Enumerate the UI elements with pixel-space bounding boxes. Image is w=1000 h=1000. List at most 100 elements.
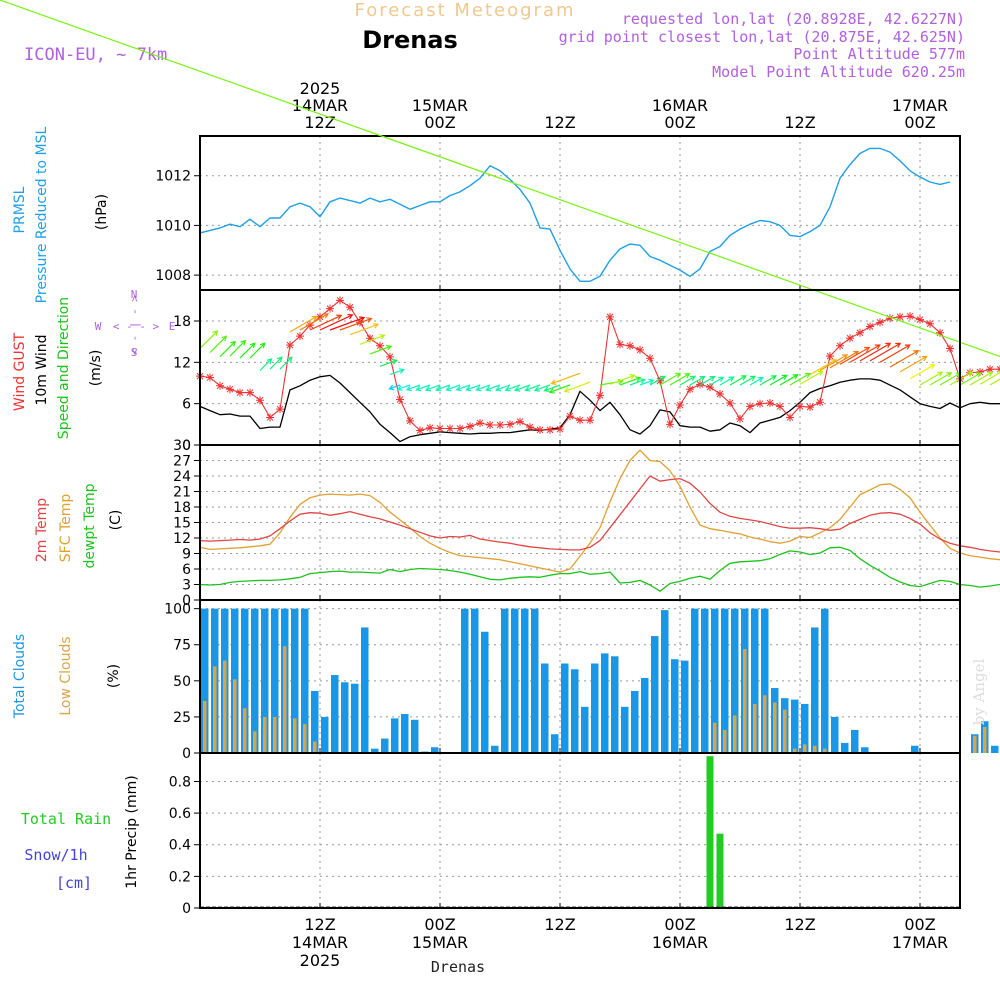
total-clouds-bar [541, 663, 549, 753]
y-tick-label: 1008 [155, 268, 191, 284]
compass-e: E [169, 320, 176, 333]
gust-marker [916, 315, 924, 324]
gust-marker [506, 420, 514, 429]
total-clouds-bar [761, 608, 769, 753]
y-tick-label: 50 [173, 674, 191, 690]
wind-direction-arrow [525, 384, 541, 391]
gust-label: Wind GUST [12, 332, 28, 411]
wind-direction-arrow [551, 372, 581, 385]
wind-arrow-head [921, 355, 928, 362]
total-clouds-bar [411, 719, 419, 753]
top-time-label: 12Z [544, 113, 575, 132]
total-clouds-bar [801, 703, 809, 753]
wind-direction-arrow [446, 384, 461, 391]
bottom-time-label: 12Z [784, 915, 815, 934]
y-tick-label: 21 [173, 485, 191, 501]
total-clouds-bar [601, 653, 609, 753]
wind-direction-arrow [629, 379, 645, 386]
top-time-label: 16MAR [652, 96, 708, 115]
temp-2m-line [199, 475, 1000, 553]
panel-frame [199, 135, 961, 291]
title: Drenas [362, 26, 458, 54]
wind-direction-arrow [319, 314, 353, 331]
top-time-label: 00Z [904, 113, 935, 132]
y-tick-label: 12 [173, 531, 191, 547]
total-clouds-bar [591, 663, 599, 753]
low-clouds-bar [783, 709, 787, 753]
wind-direction-arrow [496, 384, 511, 391]
wind-arrow-head [913, 350, 920, 356]
gust-marker [266, 413, 274, 422]
wind-compass: N < - | - > S W < - - > E [95, 288, 176, 359]
total-clouds-bar [531, 608, 539, 753]
total-clouds-bar [651, 636, 659, 753]
wind-direction-arrow [609, 374, 635, 385]
wind-arrow-head [221, 335, 228, 342]
wind-direction-arrow [466, 384, 481, 391]
low-clouds-bar [753, 703, 757, 753]
wind-direction-arrow [389, 369, 404, 376]
wind-direction-arrow [749, 377, 764, 386]
top-time-label: 12Z [784, 113, 815, 132]
wind-arrow-head [770, 375, 777, 381]
y-tick-label: 1012 [155, 169, 191, 185]
y-tick-label: 1010 [155, 218, 191, 234]
wind-arrow-head [689, 375, 697, 381]
low-clouds-bar [773, 702, 777, 753]
wind-direction-arrow [289, 315, 317, 333]
bottom-time-label: 16MAR [652, 933, 708, 952]
gust-marker [246, 388, 254, 397]
wind-ylabel: Wind GUST 10m Wind Speed and Direction (… [12, 297, 104, 439]
wind-arrow-head [259, 342, 266, 349]
wind-arrow-head [311, 315, 318, 322]
wind-direction-arrow [379, 359, 397, 367]
gust-marker [626, 341, 634, 350]
wind-direction-arrow [339, 318, 372, 331]
point-altitude: Point Altitude 577m [793, 45, 965, 63]
wind-direction-arrow [456, 384, 471, 391]
wind-arrow-head [635, 376, 642, 382]
wind-direction-arrow [239, 342, 256, 359]
wind-direction-arrow [899, 355, 927, 373]
y-tick-label: 0.2 [169, 869, 191, 885]
low-clouds-label: Low Clouds [58, 636, 74, 715]
wind-direction-arrow [829, 351, 859, 369]
gust-marker [336, 296, 344, 305]
grid-point-coords: grid point closest lon,lat (20.875E, 42.… [559, 28, 965, 46]
gust-marker [706, 383, 714, 392]
gust-marker [756, 399, 764, 408]
gust-marker [316, 312, 324, 321]
clouds-ylabel: Total Clouds Low Clouds (%) [12, 634, 122, 719]
sfc-label: SFC Temp [58, 494, 74, 563]
gust-marker [346, 303, 354, 312]
gust-marker [806, 403, 814, 412]
gust-marker [216, 381, 224, 390]
rain-bar [716, 833, 724, 908]
low-clouds-bar [243, 708, 247, 753]
wind-direction-arrow [919, 371, 943, 386]
gust-marker [556, 425, 564, 434]
clouds-unit: (%) [106, 664, 122, 688]
gust-marker [446, 424, 454, 433]
total-clouds-bar [631, 690, 639, 753]
gust-marker [716, 390, 724, 399]
total-clouds-bar [711, 608, 719, 753]
y-tick-label: 6 [182, 397, 191, 413]
wind-arrow-head [946, 372, 953, 378]
wind-arrow-head [937, 371, 944, 377]
wind-arrow-head [347, 313, 354, 320]
rain-bar [706, 756, 714, 908]
wind-arrow-head [929, 364, 936, 370]
wind-direction-arrow [259, 358, 272, 371]
total-clouds-bar [361, 627, 369, 753]
wind-arrow-head [230, 340, 237, 347]
gust-marker [866, 322, 874, 331]
y-tick-label: 30 [173, 438, 191, 454]
wind-arrow-head [617, 378, 624, 385]
total-clouds-bar [521, 608, 529, 753]
wind-arrow-head [904, 344, 911, 350]
y-tick-label: 0 [182, 438, 191, 454]
wind-direction-arrow [0, 0, 1000, 358]
wind-direction-arrow [949, 371, 973, 386]
precip-ylabel: Total Rain Snow/1h [cm] 1hr Precip (mm) [21, 775, 140, 892]
